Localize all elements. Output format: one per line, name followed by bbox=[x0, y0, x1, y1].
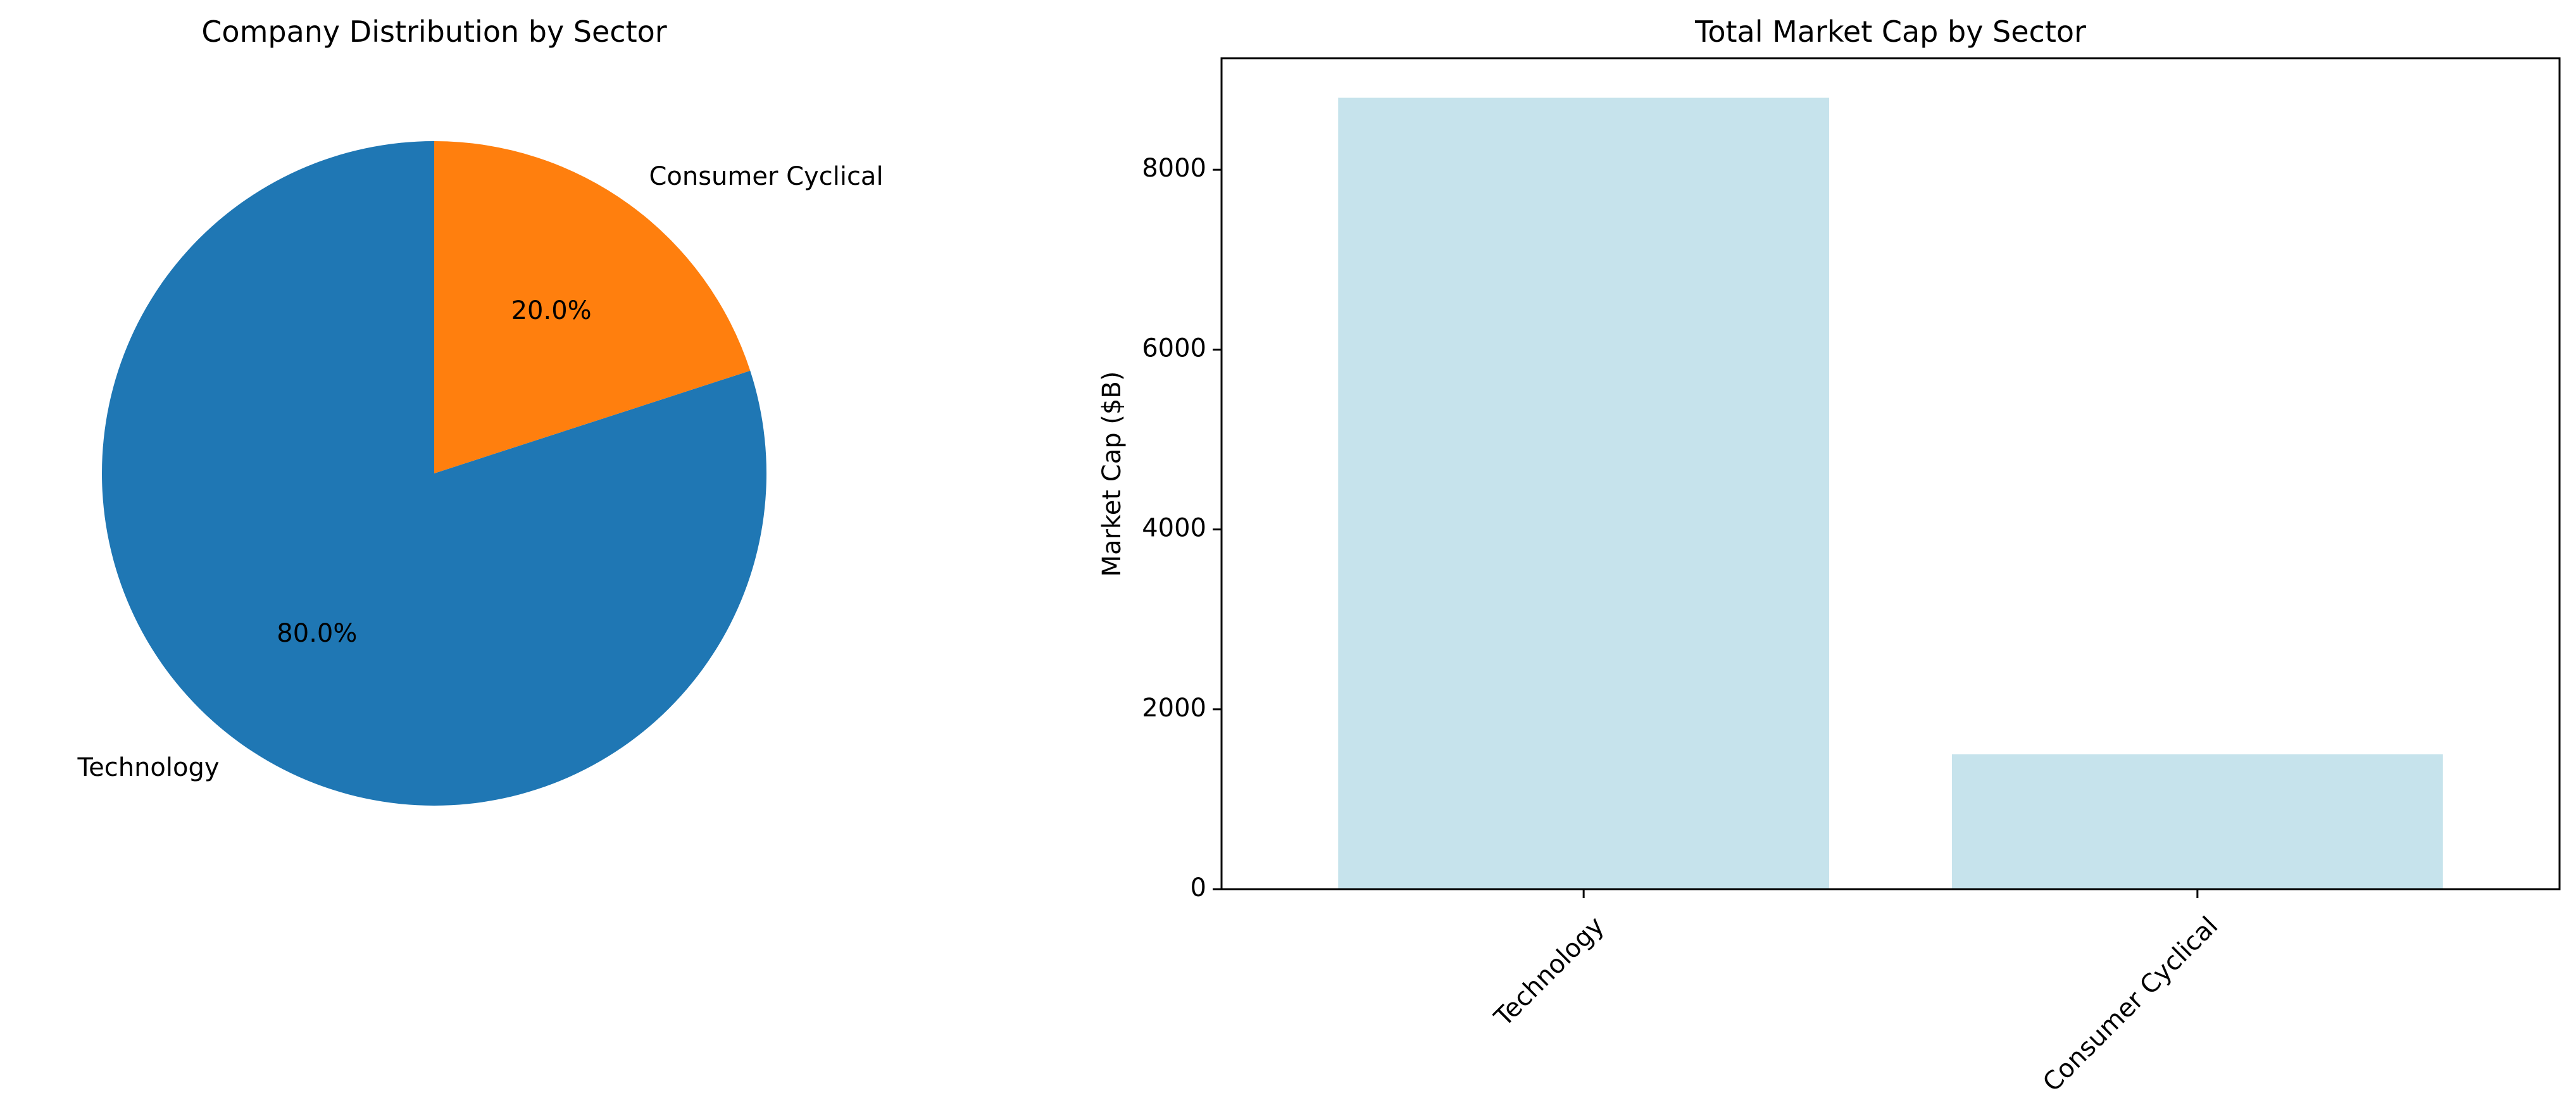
bar-chart: Total Market Cap by Sector 0 2000 4000 6000… bbox=[1097, 15, 2561, 1097]
pie-labels: Technology 80.0% Consumer Cyclical 20.0% bbox=[77, 162, 883, 782]
pie-label-consumer-cyclical: Consumer Cyclical bbox=[649, 162, 883, 191]
plot-frame bbox=[1220, 57, 2561, 890]
bar-chart-title: Total Market Cap by Sector bbox=[1694, 15, 2086, 49]
bar-consumer-cyclical bbox=[1951, 754, 2443, 889]
y-tick-label: 0 bbox=[1191, 873, 1206, 902]
y-tick-label: 6000 bbox=[1142, 334, 1206, 363]
pie-percent-consumer-cyclical: 20.0% bbox=[511, 296, 592, 325]
y-tick-label: 4000 bbox=[1142, 514, 1206, 543]
pie-percent-technology: 80.0% bbox=[277, 619, 357, 648]
bars bbox=[1338, 97, 2443, 889]
pie-chart-title: Company Distribution by Sector bbox=[201, 15, 666, 49]
y-tick-label: 8000 bbox=[1142, 154, 1206, 183]
y-axis-label: Market Cap ($B) bbox=[1097, 371, 1127, 577]
pie-chart: Company Distribution by Sector Technolog… bbox=[77, 15, 884, 806]
pie-label-technology: Technology bbox=[77, 753, 219, 782]
pie-slice-consumer-cyclical bbox=[434, 141, 751, 473]
bar-technology bbox=[1338, 97, 1830, 889]
pie-slice-technology bbox=[102, 141, 767, 806]
y-tick-label: 2000 bbox=[1142, 694, 1206, 723]
pie-slices bbox=[102, 141, 767, 806]
y-axis: 0 2000 4000 6000 8000 bbox=[1142, 154, 1222, 902]
